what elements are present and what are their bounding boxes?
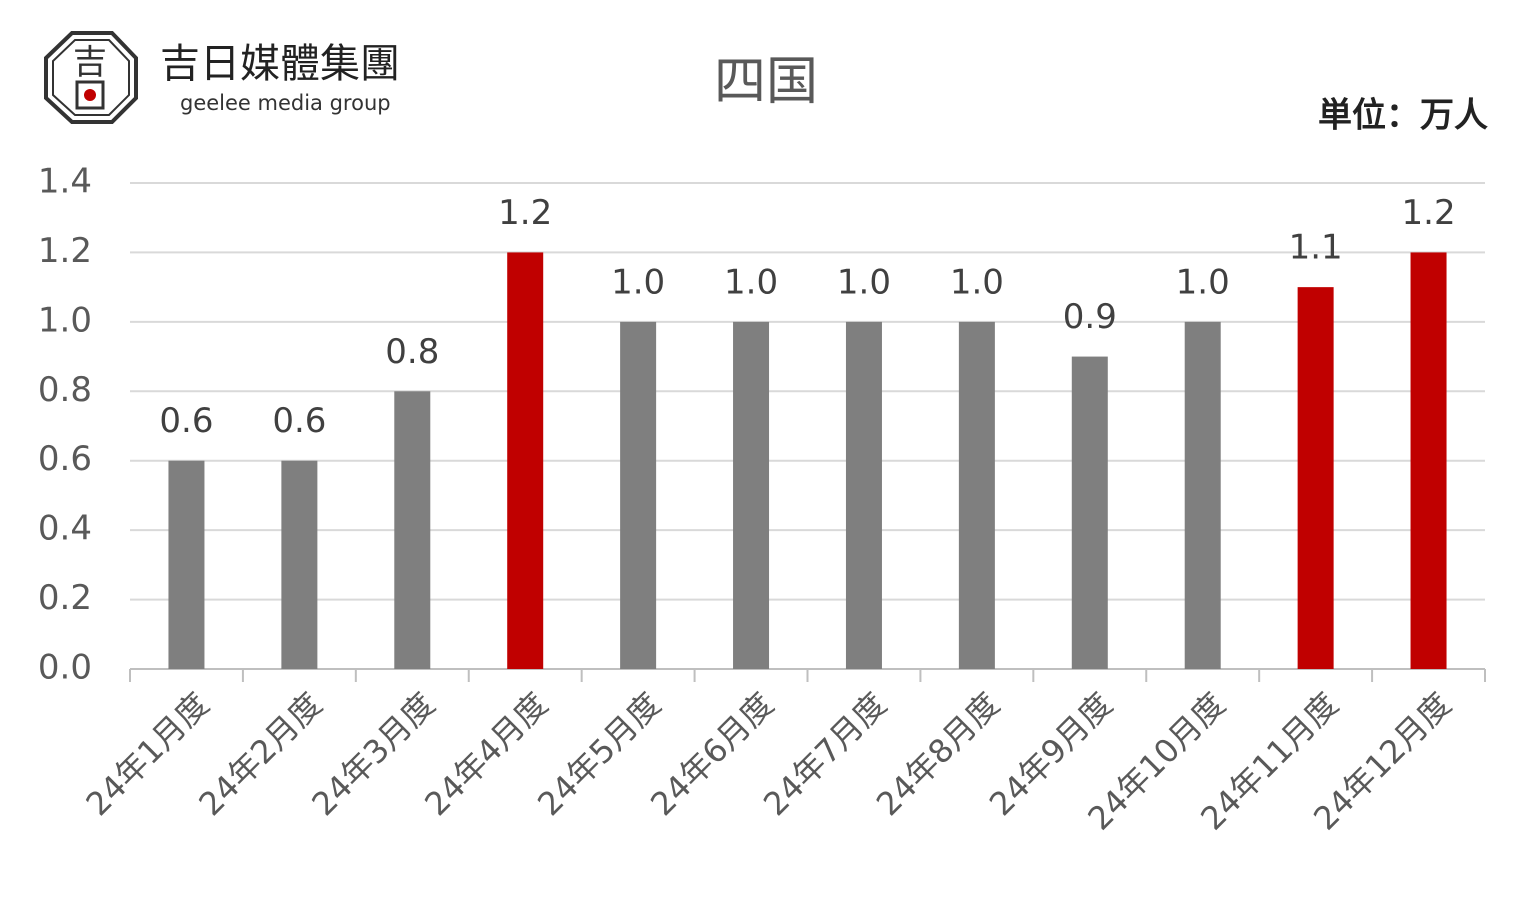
- y-tick-label: 0.0: [38, 648, 92, 688]
- unit-label: 単位：万人: [1318, 96, 1488, 136]
- bar: [1071, 356, 1108, 669]
- value-label: 1.0: [724, 262, 778, 302]
- chart-title: 四国: [714, 52, 818, 112]
- bar: [1410, 252, 1447, 669]
- value-label: 1.1: [1289, 228, 1343, 268]
- bar: [281, 460, 318, 669]
- value-label: 1.2: [1402, 193, 1456, 233]
- logo-subtitle: geelee media group: [180, 91, 391, 115]
- logo-name: 吉日媒體集團: [160, 41, 400, 87]
- y-tick-label: 0.6: [38, 439, 92, 479]
- value-label: 0.6: [272, 401, 326, 441]
- y-tick-label: 0.8: [38, 370, 92, 410]
- y-tick-label: 0.4: [38, 509, 92, 549]
- x-tick-label: 24年2月度: [191, 685, 329, 823]
- bar: [845, 321, 882, 669]
- bar: [394, 391, 431, 669]
- logo-mark: 吉: [73, 43, 107, 83]
- value-label: 1.0: [950, 262, 1004, 302]
- x-tick-label: 24年5月度: [530, 685, 668, 823]
- x-tick-label: 24年1月度: [79, 685, 217, 823]
- bar: [1184, 321, 1221, 669]
- y-tick-label: 0.2: [38, 578, 92, 618]
- value-label: 1.0: [837, 262, 891, 302]
- x-tick-label: 24年7月度: [756, 685, 894, 823]
- x-tick-label: 24年6月度: [643, 685, 781, 823]
- y-tick-label: 1.2: [38, 231, 92, 271]
- bar: [168, 460, 205, 669]
- y-tick-label: 1.0: [38, 300, 92, 340]
- x-tick-label: 24年8月度: [869, 685, 1007, 823]
- value-label: 0.9: [1063, 297, 1117, 337]
- logo-square: [75, 80, 105, 110]
- x-tick-label: 24年4月度: [417, 685, 555, 823]
- value-label: 1.0: [611, 262, 665, 302]
- logo-octagon: [44, 31, 138, 124]
- logo-octagon-inner: [52, 39, 130, 116]
- logo: 吉 吉日媒體集團 geelee media group: [44, 31, 400, 124]
- value-label: 0.6: [159, 401, 213, 441]
- value-label: 1.2: [498, 193, 552, 233]
- value-label: 1.0: [1176, 262, 1230, 302]
- value-label: 0.8: [385, 332, 439, 372]
- bar: [507, 252, 544, 669]
- bar: [1297, 287, 1334, 669]
- bar: [620, 321, 657, 669]
- x-tick-label: 24年3月度: [304, 685, 442, 823]
- logo-dot: [84, 89, 96, 101]
- y-tick-label: 1.4: [38, 162, 92, 202]
- bar: [733, 321, 770, 669]
- bar: [958, 321, 995, 669]
